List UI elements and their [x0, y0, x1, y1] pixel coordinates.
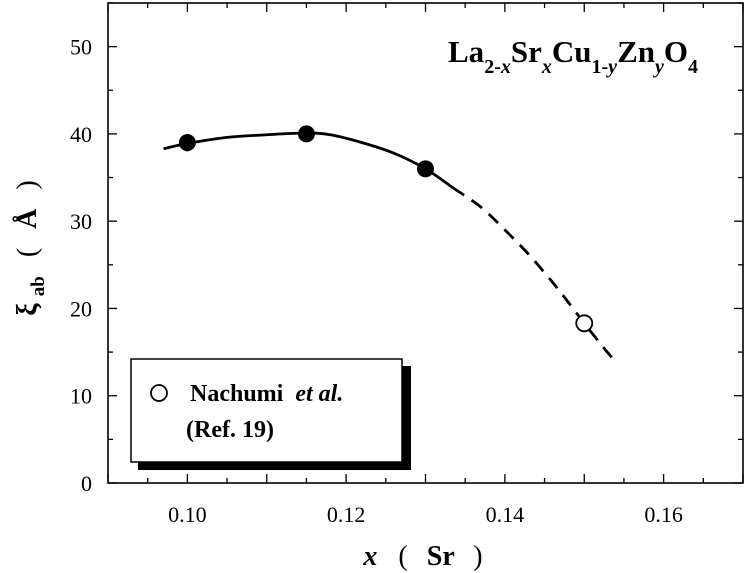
x-axis: 0.10 0.12 0.14 0.16	[107, 3, 744, 527]
guide-curve-solid	[163, 131, 455, 190]
y-tick-label: 0	[81, 471, 92, 496]
data-point-filled	[297, 125, 315, 143]
chart-title-part: x	[500, 56, 511, 78]
data-point-filled	[417, 160, 434, 178]
data-point-open	[575, 314, 594, 333]
chart-title-part: 4	[688, 56, 698, 78]
x-tick-label: 0.12	[327, 502, 366, 527]
chart-title-part: y	[653, 56, 664, 78]
chart-title-part: 1-	[592, 56, 609, 78]
x-tick-label: 0.14	[486, 502, 525, 527]
x-axis-label-open: (	[398, 541, 407, 572]
y-tick-label: 30	[70, 209, 92, 234]
x-axis-label-unit: Sr	[427, 541, 455, 572]
guide-curves	[163, 131, 618, 364]
chart-title-part: O	[664, 34, 688, 69]
y-axis-label-var: ξ	[12, 303, 43, 316]
chart-title-part: x	[541, 56, 552, 78]
legend-name: Nachumi	[190, 381, 284, 407]
y-tick-label: 40	[70, 122, 92, 147]
y-axis-label-open: (	[12, 248, 43, 257]
x-tick-label: 0.10	[168, 502, 207, 527]
chart-title-part: y	[606, 56, 617, 78]
x-axis-label: x ( Sr )	[362, 541, 482, 572]
guide-curve-dashed	[452, 186, 618, 364]
legend-box	[130, 358, 403, 463]
chart-title-part: Zn	[617, 34, 655, 69]
y-axis-label-close: )	[12, 180, 43, 189]
svg-text:ξ ab ( Å: ξ ab ( Å )	[12, 180, 51, 315]
y-axis: 0 10 20 30 40 50	[70, 2, 743, 496]
legend-ref: (Ref. 19)	[186, 417, 274, 443]
chart-title-part: Sr	[511, 34, 542, 69]
data-point-filled	[178, 134, 196, 152]
y-axis-label: ξ ab ( Å )	[12, 180, 51, 315]
x-tick-label: 0.16	[644, 502, 683, 527]
y-tick-label: 50	[70, 35, 92, 60]
legend-label: Nachumi et al.	[190, 381, 343, 407]
chart-title: La2-xSrxCu1-yZnyO4	[448, 34, 698, 78]
chart-title-part: La	[448, 34, 485, 69]
x-axis-label-close: )	[473, 541, 482, 572]
y-tick-label: 10	[70, 384, 92, 409]
legend: Nachumi et al. (Ref. 19)	[130, 358, 411, 470]
legend-name-italic: et al.	[295, 381, 343, 407]
legend-open-circle-marker	[150, 384, 168, 402]
y-axis-label-sub: ab	[28, 276, 49, 296]
y-axis-label-unit: Å	[12, 208, 43, 229]
y-tick-label: 20	[70, 296, 92, 321]
chart-title-part: 2-	[484, 56, 501, 78]
x-axis-label-var: x	[362, 541, 377, 572]
data-points	[178, 125, 594, 333]
chart-title-part: Cu	[552, 34, 592, 69]
